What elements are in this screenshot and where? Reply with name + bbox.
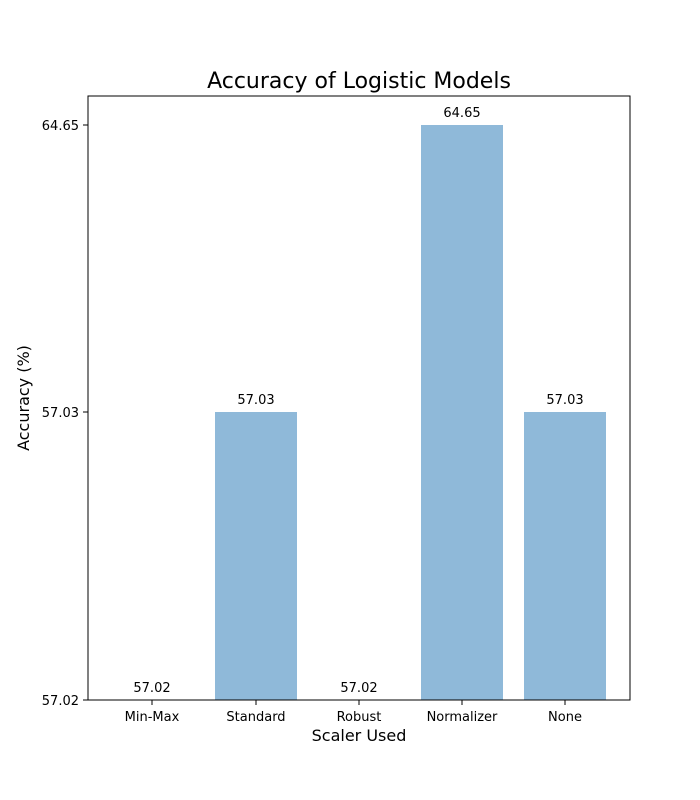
data-label: 57.02	[340, 681, 377, 696]
bar-standard	[215, 412, 297, 700]
bars-layer: 57.02 57.03 57.02 64.65 57.03	[133, 106, 606, 700]
data-label: 57.03	[546, 393, 583, 408]
x-tick-label: Min-Max	[125, 710, 180, 725]
bar-none	[524, 412, 606, 700]
data-label: 57.03	[237, 393, 274, 408]
x-tick-label: Normalizer	[427, 710, 498, 725]
y-tick-label: 57.03	[42, 406, 79, 421]
x-tick-label: Robust	[337, 710, 382, 725]
chart-title: Accuracy of Logistic Models	[207, 69, 511, 94]
x-tick-label: Standard	[226, 710, 285, 725]
y-tick-label: 57.02	[42, 694, 79, 709]
x-tick-label: None	[548, 710, 582, 725]
data-label: 57.02	[133, 681, 170, 696]
y-tick-label: 64.65	[42, 119, 79, 134]
data-label: 64.65	[443, 106, 480, 121]
ticks-layer: Min-Max Standard Robust Normalizer None 57.02…	[42, 119, 582, 725]
x-axis-label: Scaler Used	[312, 726, 407, 745]
y-axis-label: Accuracy (%)	[14, 345, 33, 451]
plot-frame	[87, 95, 631, 701]
bar-normalizer	[421, 125, 503, 700]
